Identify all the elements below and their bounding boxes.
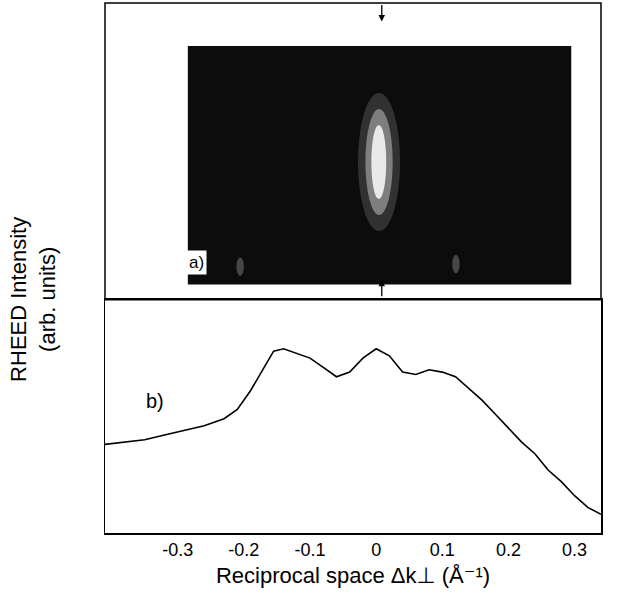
svg-text:0.3: 0.3 bbox=[562, 540, 587, 560]
svg-text:b): b) bbox=[146, 390, 164, 412]
svg-text:0.1: 0.1 bbox=[430, 540, 455, 560]
svg-text:0.2: 0.2 bbox=[496, 540, 521, 560]
svg-text:a): a) bbox=[189, 253, 204, 272]
svg-text:-0.1: -0.1 bbox=[294, 540, 325, 560]
svg-text:-0.2: -0.2 bbox=[228, 540, 259, 560]
svg-text:Reciprocal space Δk⊥ (Å⁻¹): Reciprocal space Δk⊥ (Å⁻¹) bbox=[216, 563, 490, 588]
svg-text:0: 0 bbox=[371, 540, 381, 560]
svg-text:-0.3: -0.3 bbox=[162, 540, 193, 560]
svg-text:RHEED Intensity(arb. units): RHEED Intensity(arb. units) bbox=[6, 217, 60, 382]
